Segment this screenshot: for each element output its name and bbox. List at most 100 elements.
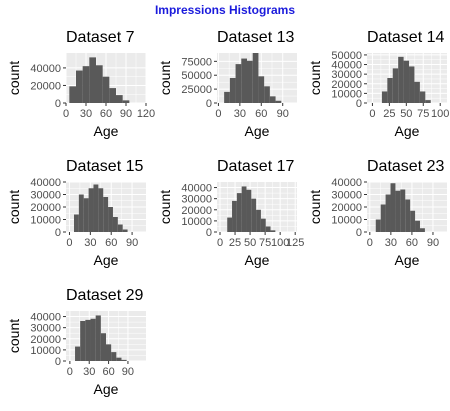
histogram-bar (392, 68, 399, 103)
histogram-bar (269, 96, 276, 103)
histogram-bar (116, 357, 122, 361)
histogram-bar (258, 76, 265, 103)
x-tick-label: 0 (215, 108, 221, 120)
y-tick-label: 20000 (181, 205, 212, 217)
histogram-bar (88, 188, 94, 232)
y-tick-label: 0 (55, 356, 61, 368)
panel-title: Dataset 23 (367, 158, 444, 175)
y-tick-label: 10000 (331, 215, 362, 227)
histogram-bar (241, 58, 247, 103)
y-tick-label: 0 (206, 227, 212, 239)
histogram-bar (102, 76, 110, 103)
x-tick-label: 90 (126, 237, 138, 249)
y-axis-label: count (6, 190, 22, 224)
y-axis-label: count (157, 61, 173, 95)
histogram-bar (82, 66, 90, 103)
histogram-bar (74, 214, 79, 232)
histogram-bar (260, 218, 266, 232)
x-tick-label: 30 (83, 366, 95, 378)
y-tick-label: 20000 (30, 202, 61, 214)
histogram-bar (112, 217, 118, 232)
x-axis-label: Age (94, 123, 119, 139)
y-tick-label: 40000 (30, 63, 61, 75)
panel-title: Dataset 17 (217, 158, 294, 175)
panel-title: Dataset 7 (66, 29, 135, 46)
x-tick-label: 30 (80, 108, 92, 120)
histogram-bar (116, 95, 123, 103)
x-tick-label: 50 (400, 108, 412, 120)
x-axis-label: Age (395, 123, 420, 139)
histogram-bar (403, 60, 410, 103)
histogram-bar (108, 207, 113, 232)
x-tick-label: 30 (84, 237, 96, 249)
panel-title: Dataset 29 (66, 287, 143, 304)
x-tick-label: 90 (120, 108, 132, 120)
histogram-bar (85, 319, 91, 361)
histogram-bar (106, 344, 112, 361)
histogram-bar (69, 86, 76, 103)
panel-title: Dataset 14 (367, 29, 444, 46)
x-tick-label: 60 (100, 108, 112, 120)
histogram-bar (100, 333, 106, 361)
histogram-bar (381, 91, 388, 103)
histogram-bar (121, 359, 127, 361)
y-tick-label: 40000 (30, 312, 61, 324)
x-tick-label: 0 (369, 108, 375, 120)
histogram-bar (256, 209, 261, 232)
histogram-panel: 0 25 50 75 100125010000200003000040000Datase… (157, 158, 304, 268)
y-axis-label: count (307, 61, 323, 95)
x-tick-label: 120 (137, 108, 155, 120)
histogram-bar (380, 204, 386, 232)
histogram-bar (232, 200, 237, 232)
x-tick-label: 50 (244, 237, 256, 249)
histogram-bar (122, 229, 128, 232)
histogram-bar (90, 318, 96, 361)
histogram-bar (117, 224, 123, 232)
histogram-bar (236, 193, 242, 232)
y-axis-label: count (6, 319, 22, 353)
histogram-bar (95, 315, 101, 361)
histogram-bar (109, 88, 116, 103)
histogram-bar (122, 100, 130, 103)
y-tick-label: 40000 (181, 183, 212, 195)
histogram-bar (251, 198, 257, 232)
x-tick-label: 0 (367, 237, 373, 249)
histogram-bar (410, 210, 416, 232)
histogram-bar (224, 91, 230, 103)
histogram-bar (80, 321, 86, 361)
histogram-bar (98, 188, 104, 232)
y-tick-label: 40000 (30, 177, 61, 189)
histogram-bar (414, 81, 420, 103)
panel-title: Dataset 13 (217, 29, 294, 46)
y-tick-label: 30000 (331, 69, 362, 81)
histogram-bar (89, 57, 96, 103)
chart-main-title: Impressions Histograms (154, 3, 296, 17)
histogram-bar (385, 194, 391, 232)
histogram-bar (375, 219, 381, 232)
histogram-bar (76, 70, 83, 103)
histogram-bar (419, 228, 425, 232)
histogram-bar (270, 230, 276, 232)
x-tick-label: 90 (122, 366, 134, 378)
histogram-bar (235, 64, 242, 103)
histogram-bar (265, 226, 271, 232)
x-axis-label: Age (94, 381, 119, 397)
x-tick-label: 0 (67, 366, 73, 378)
histogram-bar (275, 100, 282, 103)
histogram-bar (405, 199, 411, 232)
y-tick-label: 30000 (30, 190, 61, 202)
histogram-bar (252, 53, 259, 103)
x-tick-label: 25 (383, 108, 395, 120)
x-tick-label: 30 (234, 108, 246, 120)
histogram-panel: 0 25 50 75 10001000020000300004000050000Data… (307, 29, 449, 139)
y-tick-label: 30000 (181, 194, 212, 206)
histogram-bar (415, 220, 420, 232)
histogram-bar (247, 60, 253, 103)
y-tick-label: 50000 (181, 70, 212, 82)
y-axis-label: count (157, 190, 173, 224)
histogram-bar (390, 183, 396, 232)
histogram-bar (409, 66, 415, 103)
